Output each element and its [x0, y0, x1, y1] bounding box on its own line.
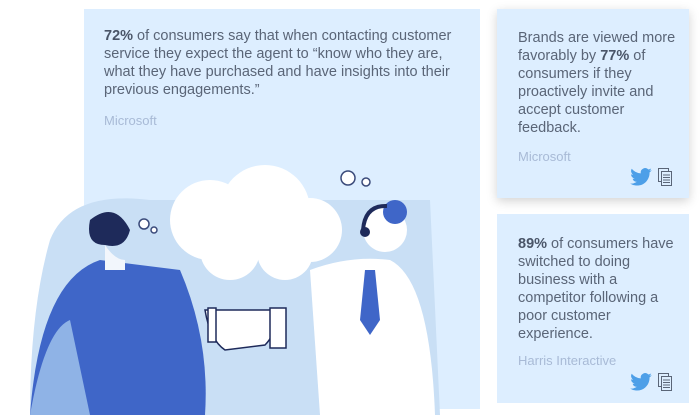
stat-quote: 72% of consumers say that when contactin…	[104, 27, 474, 99]
stat-source: Microsoft	[518, 149, 571, 164]
twitter-icon[interactable]	[630, 168, 652, 186]
copy-icon[interactable]	[658, 168, 672, 186]
stat-source: Microsoft	[104, 113, 157, 128]
stat-highlight: 72%	[104, 28, 134, 44]
handshake-illustration	[30, 165, 440, 415]
stat-card-77: Brands are viewed more favorably by 77% …	[497, 9, 689, 198]
stat-quote: Brands are viewed more favorably by 77% …	[518, 29, 683, 137]
stat-text: of consumers have switched to doing busi…	[518, 236, 674, 342]
twitter-icon[interactable]	[630, 373, 652, 391]
thought-cloud	[138, 165, 371, 280]
handshake	[204, 307, 287, 351]
stat-text: of consumers say that when contacting cu…	[104, 28, 452, 98]
stat-highlight: 89%	[518, 236, 548, 252]
stat-source: Harris Interactive	[518, 353, 617, 368]
agent-figure	[310, 200, 435, 415]
stat-prefix: Brands are viewed more favorably by	[518, 30, 676, 64]
stat-highlight: 77%	[600, 48, 630, 64]
stat-quote: 89% of consumers have switched to doing …	[518, 235, 683, 343]
customer-figure	[30, 212, 206, 415]
copy-icon[interactable]	[658, 373, 672, 391]
stat-card-89: 89% of consumers have switched to doing …	[497, 214, 689, 403]
stat-text: of consumers if they proactively invite …	[518, 48, 654, 136]
